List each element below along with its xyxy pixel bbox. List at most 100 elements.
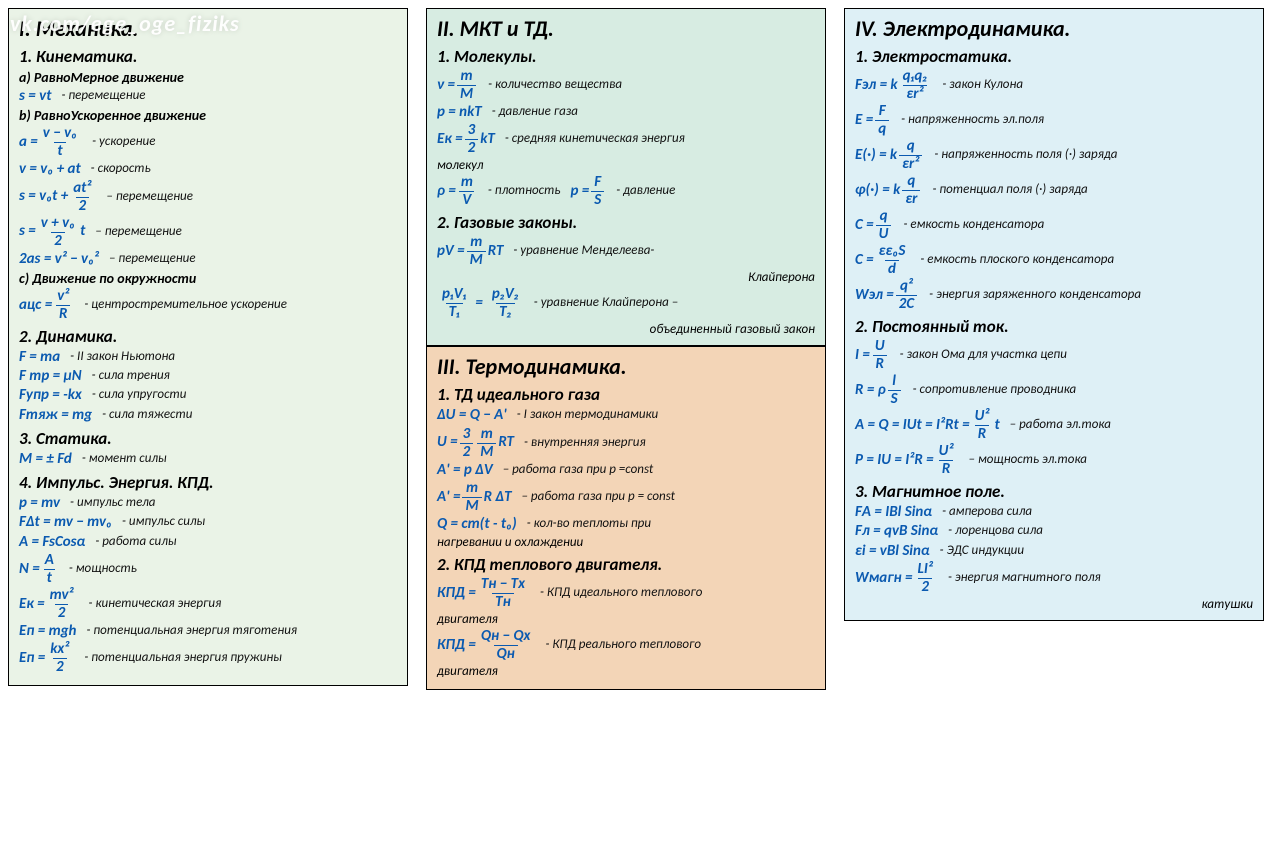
desc-fma: - II закон Ньютона — [70, 350, 175, 365]
eq-pel-num: U² — [936, 444, 957, 460]
eq-acs: aцс = v²R — [19, 289, 74, 322]
desc-vv0at: - скорость — [91, 162, 151, 177]
eq-pmv: p = mv — [19, 495, 60, 512]
panel-electro: IV. Электродинамика. 1. Электростатика. … — [844, 8, 1264, 621]
eq-mend-den: M — [467, 251, 486, 268]
desc-pmv: - импульс тела — [70, 496, 155, 511]
mech-sub-impulse: 4. Импульс. Энергия. КПД. — [19, 472, 397, 493]
eq-pfs: p = FS — [570, 175, 606, 208]
desc-mfd: - момент силы — [82, 452, 167, 467]
eq-u-n2: m — [478, 427, 496, 443]
eq-c-num: q — [877, 209, 891, 225]
eq-wm-den: 2 — [918, 578, 932, 595]
eq-e: E = Fq — [855, 104, 891, 137]
eq-mend-post: RT — [488, 243, 504, 260]
eq-fel-den: εr² — [903, 85, 926, 102]
eq-s3-pre: s = — [19, 223, 36, 240]
eq-s3-den: 2 — [51, 232, 65, 249]
eq-mktek-pre: Eк = — [437, 131, 463, 148]
eq-r-pre: R = ρ — [855, 382, 886, 399]
panel-mkt: II. МКТ и ТД. 1. Молекулы. ν = mM - коли… — [426, 8, 826, 346]
eq-phi: φ(·) = k qεr — [855, 174, 922, 207]
eq-u-d2: M — [477, 443, 496, 460]
eq-a2-pre: A' = — [437, 489, 460, 506]
eq-ep2-pre: Eп = — [19, 650, 45, 667]
eq-pel-den: R — [939, 460, 953, 477]
desc-kpd2-2: двигателя — [437, 664, 815, 679]
eq-acs-pre: aцс = — [19, 297, 52, 314]
eq-ael-num: U² — [972, 409, 993, 425]
electro-sub-2: 2. Постоянный ток. — [855, 316, 1253, 337]
eq-i: I = UR — [855, 339, 890, 372]
desc-edot: - напряженность поля (·) заряда — [934, 148, 1117, 163]
eq-wel: Wэл = q²2C — [855, 279, 919, 312]
eq-mkt-ek: Eк = 32 kT — [437, 123, 495, 156]
eq-ek-den: 2 — [55, 604, 69, 621]
eq-mktek-num: 3 — [465, 123, 479, 139]
eq-n-den: t — [44, 569, 55, 586]
desc-du: - I закон термодинамики — [517, 408, 659, 423]
eq-fma: F = ma — [19, 349, 60, 366]
mech-a-label: a) РавноМерное движение — [19, 69, 397, 86]
eq-a-pre: a = — [19, 134, 38, 151]
desc-c2: - емкость плоского конденсатора — [920, 253, 1114, 268]
desc-ftr: - сила трения — [92, 369, 170, 384]
eq-e-den: q — [875, 120, 889, 137]
thermo-sub-1: 1. ТД идеального газа — [437, 384, 815, 405]
eq-s2-den: 2 — [76, 197, 90, 214]
panel-mechanics: I. Механика. 1. Кинематика. a) РавноМерн… — [8, 8, 408, 686]
eq-pel-pre: P = IU = I²R = — [855, 452, 934, 469]
eq-svt: s = vt — [19, 88, 51, 105]
desc-clap: - уравнение Клайперона – — [534, 296, 678, 311]
mkt-sub-mol: 1. Молекулы. — [437, 46, 815, 67]
eq-mend-pre: pV = — [437, 243, 465, 260]
eq-a2-den: M — [462, 497, 481, 514]
desc-mend2: Клайперона — [437, 270, 815, 285]
desc-kpd1: - КПД идеального теплового — [540, 586, 702, 601]
eq-kpd1-den: Tн — [492, 593, 514, 610]
eq-du: ΔU = Q − A' — [437, 407, 507, 424]
eq-i-den: R — [873, 355, 887, 372]
desc-ep2: - потенциальная энергия пружины — [84, 651, 282, 666]
col-3: IV. Электродинамика. 1. Электростатика. … — [844, 8, 1264, 621]
eq-s2: s = v₀t + at²2 — [19, 181, 96, 214]
desc-2as: – перемещение — [109, 252, 196, 267]
eq-wm-num: LI² — [915, 562, 936, 578]
thermo-sub-2: 2. КПД теплового двигателя. — [437, 554, 815, 575]
mech-sub-kinematics: 1. Кинематика. — [19, 46, 397, 67]
desc-wel: - энергия заряженного конденсатора — [929, 288, 1141, 303]
eq-e-pre: E = — [855, 112, 873, 129]
eq-rho-den: V — [459, 191, 474, 208]
eq-n-pre: N = — [19, 561, 40, 578]
eq-pnkt: p = nkT — [437, 104, 482, 121]
eq-nu-pre: ν = — [437, 77, 455, 94]
desc-r: - сопротивление проводника — [913, 383, 1077, 398]
desc-n: - мощность — [69, 562, 137, 577]
eq-u-d1: 2 — [460, 443, 474, 460]
desc-mend: - уравнение Менделеева- — [513, 244, 654, 259]
eq-pfs-den: S — [591, 191, 604, 208]
eq-i-num: U — [872, 339, 888, 355]
eq-ael-den: R — [975, 425, 989, 442]
desc-a2: – работа газа при p = const — [522, 490, 675, 505]
desc-i: - закон Ома для участка цепи — [900, 348, 1067, 363]
eq-mktek-post: kT — [480, 131, 495, 148]
eq-a-num: v − v₀ — [40, 126, 80, 142]
desc-clap2: объединенный газовый закон — [437, 322, 815, 337]
eq-clap-rd: T₂ — [496, 303, 515, 320]
eq-ep2-num: kx² — [47, 642, 72, 658]
desc-q2: нагревании и охлаждении — [437, 535, 815, 550]
eq-a1: A' = p ΔV — [437, 462, 493, 479]
desc-pel: – мощность эл.тока — [969, 453, 1087, 468]
eq-r: R = ρ lS — [855, 374, 903, 407]
mech-title: I. Механика. — [19, 15, 397, 42]
eq-ael: A = Q = IUt = I²Rt = U²R t — [855, 409, 1000, 442]
eq-a2: A' = mM R ΔT — [437, 481, 512, 514]
eq-edot-pre: E(·) = k — [855, 147, 897, 164]
eq-c: C = qU — [855, 209, 893, 242]
desc-rho: - плотность — [488, 184, 561, 199]
eq-vv0at: v = v₀ + at — [19, 161, 81, 178]
eq-phi-pre: φ(·) = k — [855, 182, 900, 199]
electro-sub-3: 3. Магнитное поле. — [855, 481, 1253, 502]
eq-mend: pV = mM RT — [437, 235, 503, 268]
